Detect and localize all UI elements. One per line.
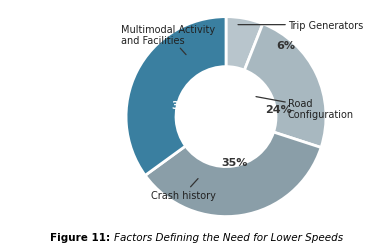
Text: 35%: 35% [171,100,197,110]
Text: Figure 11:: Figure 11: [50,232,110,242]
Text: Trip Generators: Trip Generators [238,21,363,30]
Text: Multimodal Activity
and Facilities: Multimodal Activity and Facilities [121,25,215,55]
Text: Crash history: Crash history [151,179,216,200]
Text: 35%: 35% [221,157,247,167]
Text: 24%: 24% [265,104,291,114]
Wedge shape [244,25,326,148]
Wedge shape [226,18,263,71]
Text: 6%: 6% [276,41,295,50]
Wedge shape [145,133,321,217]
Text: Factors Defining the Need for Lower Speeds: Factors Defining the Need for Lower Spee… [114,232,343,242]
Wedge shape [126,18,226,176]
Text: Road
Configuration: Road Configuration [256,97,354,120]
